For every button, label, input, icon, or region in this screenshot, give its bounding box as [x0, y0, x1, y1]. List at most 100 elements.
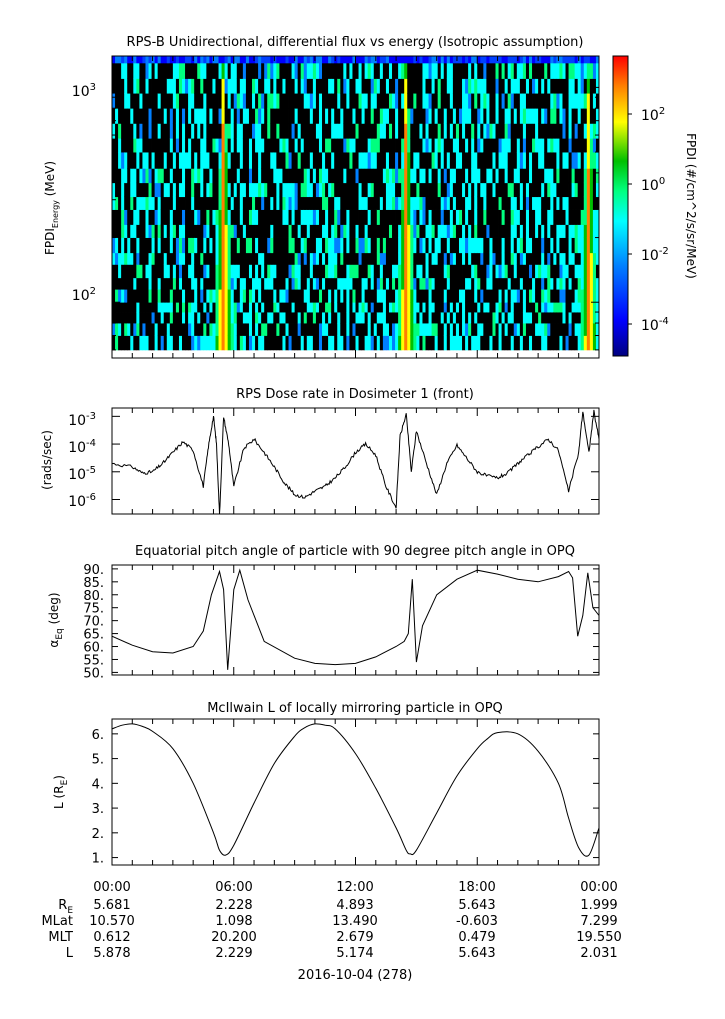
spectrogram-cell: [425, 302, 429, 313]
spectrogram-cell: [468, 56, 472, 64]
spectrogram-cell: [446, 182, 451, 198]
spectrogram-cell: [428, 168, 432, 184]
spectrogram-cell: [197, 152, 201, 169]
spectrogram-cell: [471, 138, 475, 153]
spectrogram-cell: [276, 302, 280, 313]
spectrogram-cell: [437, 237, 442, 254]
spectrogram-cell: [458, 302, 463, 313]
spectrogram-cell: [434, 277, 439, 290]
spectrogram-cell: [559, 312, 563, 324]
spectrogram-cell: [401, 335, 405, 351]
spectrogram-cell: [364, 224, 369, 238]
spectrogram-cell: [349, 56, 353, 64]
spectrogram-cell: [224, 93, 229, 109]
spectrogram-cell: [465, 78, 469, 94]
spectrogram-cell: [145, 93, 149, 109]
spectrogram-cell: [236, 93, 241, 109]
spectrogram-cell: [538, 78, 542, 94]
spectrogram-cell: [133, 224, 137, 238]
spectrogram-cell: [252, 168, 256, 184]
spectrogram-cell: [291, 209, 296, 225]
spectrogram-cell: [492, 264, 496, 279]
spectrogram-cell: [200, 123, 204, 139]
spectrogram-cell: [178, 264, 183, 279]
spectrogram-cell: [133, 277, 137, 290]
spectrogram-cell: [248, 237, 253, 254]
spectrogram-cell: [157, 312, 162, 324]
spectrogram-cell: [525, 264, 530, 279]
spectrogram-cell: [364, 182, 369, 198]
spectrogram-cell: [431, 312, 436, 324]
spectrogram-cell: [550, 56, 554, 64]
spectrogram-cell: [349, 224, 353, 238]
spectrogram-cell: [124, 62, 128, 79]
spectrogram-cell: [239, 209, 244, 225]
spectrogram-cell: [471, 312, 475, 324]
spectrogram-cell: [425, 335, 429, 351]
spectrogram-cell: [395, 209, 399, 225]
spectrogram-cell: [595, 323, 599, 336]
spectrogram-cell: [166, 264, 171, 279]
spectrogram-cell: [449, 277, 454, 290]
spectrogram-cell: [306, 168, 311, 184]
spectrogram-cell: [425, 93, 429, 109]
spectrogram-cell: [477, 209, 481, 225]
spectrogram-cell: [465, 335, 469, 351]
spectrogram-cell: [328, 323, 332, 336]
spectrogram-cell: [492, 123, 496, 139]
spectrogram-cell: [279, 93, 283, 109]
spectrogram-cell: [373, 224, 378, 238]
spectrogram-cell: [252, 209, 256, 225]
spectrogram-cell: [495, 168, 499, 184]
spectrogram-cell: [331, 224, 335, 238]
spectrogram-cell: [130, 302, 134, 313]
spectrogram-cell: [334, 152, 338, 169]
spectrogram-cell: [516, 108, 521, 124]
spectrogram-cell: [312, 289, 317, 303]
spectrogram-cell: [270, 237, 274, 254]
spectrogram-cell: [169, 138, 174, 153]
spectrogram-cell: [407, 277, 411, 290]
spectrogram-cell: [452, 264, 457, 279]
spectrogram-cell: [267, 335, 271, 351]
spectrogram-cell: [282, 335, 286, 351]
ephemeris-row-label-mlat: MLat: [41, 914, 73, 929]
spectrogram-cell: [471, 56, 475, 64]
spectrogram-cell: [556, 323, 560, 336]
spectrogram-cell: [544, 138, 548, 153]
spectrogram-cell: [285, 108, 289, 124]
spectrogram-cell: [300, 78, 305, 94]
spectrogram-cell: [571, 277, 576, 290]
spectrogram-cell: [407, 323, 411, 336]
spectrogram-cell: [248, 138, 253, 153]
panel4-ytick-label: 4.: [92, 777, 104, 792]
spectrogram-cell: [571, 108, 576, 124]
spectrogram-cell: [124, 237, 128, 254]
spectrogram-cell: [401, 264, 405, 279]
spectrogram-cell: [525, 108, 530, 124]
spectrogram-cell: [556, 302, 560, 313]
spectrogram-cell: [589, 78, 594, 94]
spectrogram-cell: [182, 56, 186, 64]
spectrogram-cell: [200, 252, 204, 265]
spectrogram-cell: [468, 264, 472, 279]
spectrogram-cell: [592, 289, 597, 303]
spectrogram-cell: [206, 168, 210, 184]
spectrogram-cell: [279, 152, 283, 169]
spectrogram-cell: [157, 62, 162, 79]
spectrogram-cell: [118, 168, 122, 184]
spectrogram-cell: [580, 182, 585, 198]
spectrogram-cell: [166, 152, 171, 169]
spectrogram-cell: [239, 62, 244, 79]
spectrogram-cell: [404, 302, 408, 313]
spectrogram-cell: [136, 78, 140, 94]
spectrogram-cell: [477, 93, 481, 109]
spectrogram-cell: [577, 93, 582, 109]
spectrogram-cell: [142, 302, 146, 313]
spectrogram-cell: [471, 252, 475, 265]
spectrogram-cell: [547, 108, 551, 124]
spectrogram-cell: [206, 224, 210, 238]
spectrogram-cell: [130, 108, 134, 124]
spectrogram-cell: [285, 335, 289, 351]
spectrogram-cell: [440, 182, 445, 198]
